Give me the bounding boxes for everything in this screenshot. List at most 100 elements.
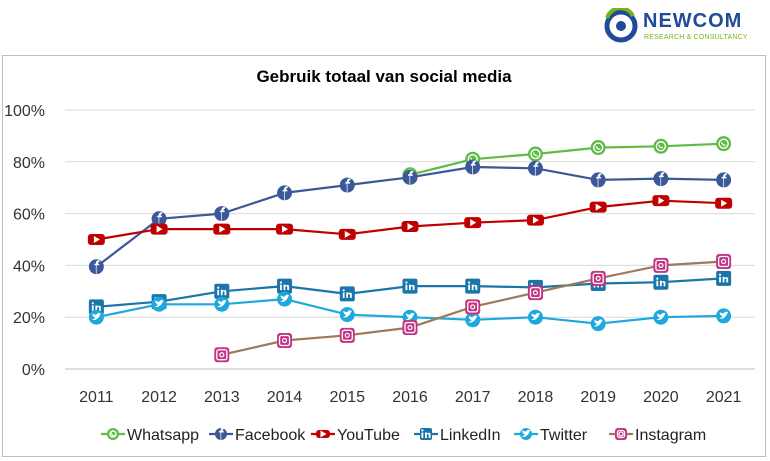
series-markers <box>87 136 733 363</box>
marker-glyph <box>408 170 414 185</box>
data-point-youtube <box>150 223 168 235</box>
data-point-facebook <box>465 159 481 175</box>
marker-glyph <box>530 148 541 160</box>
marker-glyph <box>281 337 288 344</box>
data-point-linkedin <box>88 299 104 315</box>
data-point-youtube <box>401 221 419 233</box>
marker-glyph <box>616 429 626 439</box>
chart-title: Gebruik totaal van social media <box>256 67 512 86</box>
marker-glyph <box>91 312 101 321</box>
data-point-twitter <box>339 307 355 323</box>
marker-glyph <box>421 429 424 432</box>
marker-glyph <box>592 272 604 285</box>
data-point-instagram <box>465 299 481 315</box>
marker-glyph <box>721 199 728 207</box>
legend-marker-linkedin <box>420 428 432 440</box>
data-point-instagram <box>214 347 230 363</box>
marker-glyph <box>345 178 351 193</box>
x-tick-label: 2011 <box>79 389 114 406</box>
marker-shape <box>716 136 732 152</box>
marker-glyph <box>532 216 539 224</box>
marker-shape <box>527 285 543 301</box>
marker-glyph <box>425 432 431 438</box>
data-point-youtube <box>526 214 544 226</box>
y-tick-label: 80% <box>13 155 45 172</box>
marker-glyph <box>342 292 345 298</box>
y-tick-label: 60% <box>13 207 45 224</box>
data-point-whatsapp <box>590 140 606 156</box>
marker-glyph <box>344 230 351 238</box>
marker-glyph <box>521 429 531 437</box>
marker-glyph <box>618 431 624 437</box>
legend-item-linkedin: LinkedIn <box>414 427 501 444</box>
data-point-twitter <box>277 291 293 307</box>
marker-glyph <box>405 281 408 284</box>
marker-glyph <box>596 173 602 188</box>
data-point-facebook <box>402 169 418 185</box>
marker-glyph <box>219 352 225 358</box>
marker-glyph <box>157 212 163 227</box>
marker-glyph <box>407 223 414 231</box>
newcom-logo: NEWCOM RESEARCH & CONSULTANCY <box>603 6 763 44</box>
data-point-linkedin <box>465 278 481 294</box>
legend-label-youtube: YouTube <box>337 427 400 444</box>
legend-marker-facebook <box>215 427 227 440</box>
data-point-youtube <box>715 197 733 209</box>
marker-shape <box>465 299 481 315</box>
series-line-youtube <box>96 199 724 241</box>
marker-glyph <box>217 289 220 296</box>
marker-glyph <box>719 311 729 319</box>
legend-label-linkedin: LinkedIn <box>440 427 501 444</box>
y-tick-label: 20% <box>13 310 45 327</box>
marker-glyph <box>91 305 94 311</box>
marker-shape <box>653 257 669 273</box>
marker-glyph <box>110 432 116 437</box>
data-point-instagram <box>716 254 732 270</box>
data-point-youtube <box>589 201 607 213</box>
marker-glyph <box>405 312 415 321</box>
data-point-twitter <box>716 308 732 324</box>
marker-glyph <box>91 302 94 305</box>
marker-shape <box>214 347 230 363</box>
marker-glyph <box>530 282 533 285</box>
legend-marker-instagram <box>615 428 627 440</box>
marker-glyph <box>280 284 282 291</box>
data-point-twitter <box>88 309 104 325</box>
marker-glyph <box>279 281 283 284</box>
legend-item-facebook: Facebook <box>209 427 306 444</box>
marker-glyph <box>532 152 538 157</box>
marker-glyph <box>533 161 539 176</box>
legend-marker-twitter <box>520 428 532 440</box>
x-tick-label: 2021 <box>706 389 742 406</box>
marker-glyph <box>530 312 540 321</box>
x-tick-label: 2015 <box>329 389 365 406</box>
marker-shape <box>615 428 627 440</box>
marker-glyph <box>595 275 601 281</box>
marker-glyph <box>282 225 289 233</box>
marker-glyph <box>656 277 659 280</box>
marker-shape <box>402 320 418 336</box>
marker-glyph <box>468 281 471 284</box>
data-point-facebook <box>88 259 104 275</box>
legend-marker-whatsapp <box>107 428 119 440</box>
data-point-youtube <box>87 234 105 245</box>
marker-glyph <box>282 186 288 201</box>
marker-glyph <box>658 197 665 205</box>
legend-label-facebook: Facebook <box>235 427 306 444</box>
brand-name: NEWCOM <box>643 10 743 32</box>
data-point-facebook <box>527 160 543 176</box>
y-tick-label: 0% <box>22 362 45 379</box>
marker-glyph <box>470 160 477 175</box>
marker-shape <box>716 254 732 270</box>
marker-glyph <box>346 292 352 298</box>
x-tick-label: 2014 <box>267 389 303 406</box>
marker-glyph <box>404 321 416 334</box>
data-point-linkedin <box>339 286 355 302</box>
marker-glyph <box>656 280 659 287</box>
marker-glyph <box>468 284 471 291</box>
legend-item-twitter: Twitter <box>514 427 588 444</box>
marker-glyph <box>658 172 665 187</box>
data-point-twitter <box>590 316 606 332</box>
data-point-instagram <box>590 270 606 286</box>
legend-label-twitter: Twitter <box>540 427 588 444</box>
